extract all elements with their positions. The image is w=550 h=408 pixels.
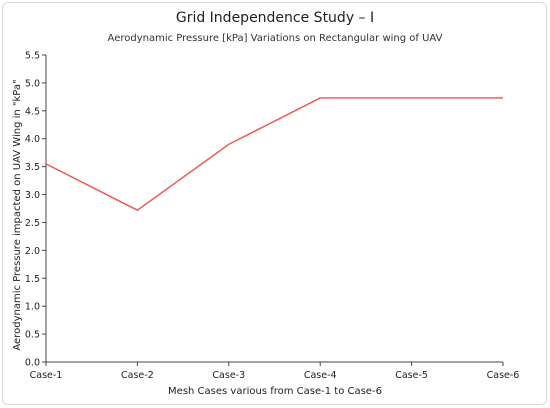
y-tick-label: 5.5 (25, 51, 40, 62)
y-axis-label: Aerodynamic Pressure impacted on UAV Win… (12, 79, 23, 350)
y-tick-label: 0.5 (25, 330, 40, 341)
y-tick-label: 2.0 (25, 246, 40, 257)
y-tick-label: 3.0 (25, 190, 40, 201)
x-tick-label: Case-4 (304, 370, 337, 381)
x-axis-ticks: Case-1 Case-2 Case-3 Case-4 Case-5 Case-6 (30, 362, 520, 381)
x-tick-label: Case-1 (30, 370, 63, 381)
y-tick-label: 2.5 (25, 218, 40, 229)
x-axis-label: Mesh Cases various from Case-1 to Case-6 (168, 386, 382, 397)
y-tick-label: 4.5 (25, 106, 40, 117)
x-tick-label: Case-6 (487, 370, 520, 381)
y-tick-label: 4.0 (25, 134, 40, 145)
chart-frame (2, 2, 547, 405)
x-tick-label: Case-3 (212, 370, 245, 381)
y-tick-label: 1.0 (25, 302, 40, 313)
chart-title: Grid Independence Study – I (175, 10, 375, 26)
y-tick-label: 0.0 (25, 358, 40, 369)
x-tick-label: Case-5 (395, 370, 428, 381)
chart-subtitle: Aerodynamic Pressure [kPa] Variations on… (107, 33, 443, 44)
y-tick-label: 5.0 (25, 78, 40, 89)
y-axis-ticks: 0.0 0.5 1.0 1.5 2.0 2.5 3.0 3.5 4.0 4.5 5.0 5.5 (25, 51, 46, 369)
series-line (45, 97, 503, 211)
y-tick-label: 3.5 (25, 162, 40, 173)
x-tick-label: Case-2 (121, 370, 154, 381)
y-tick-label: 1.5 (25, 274, 40, 285)
